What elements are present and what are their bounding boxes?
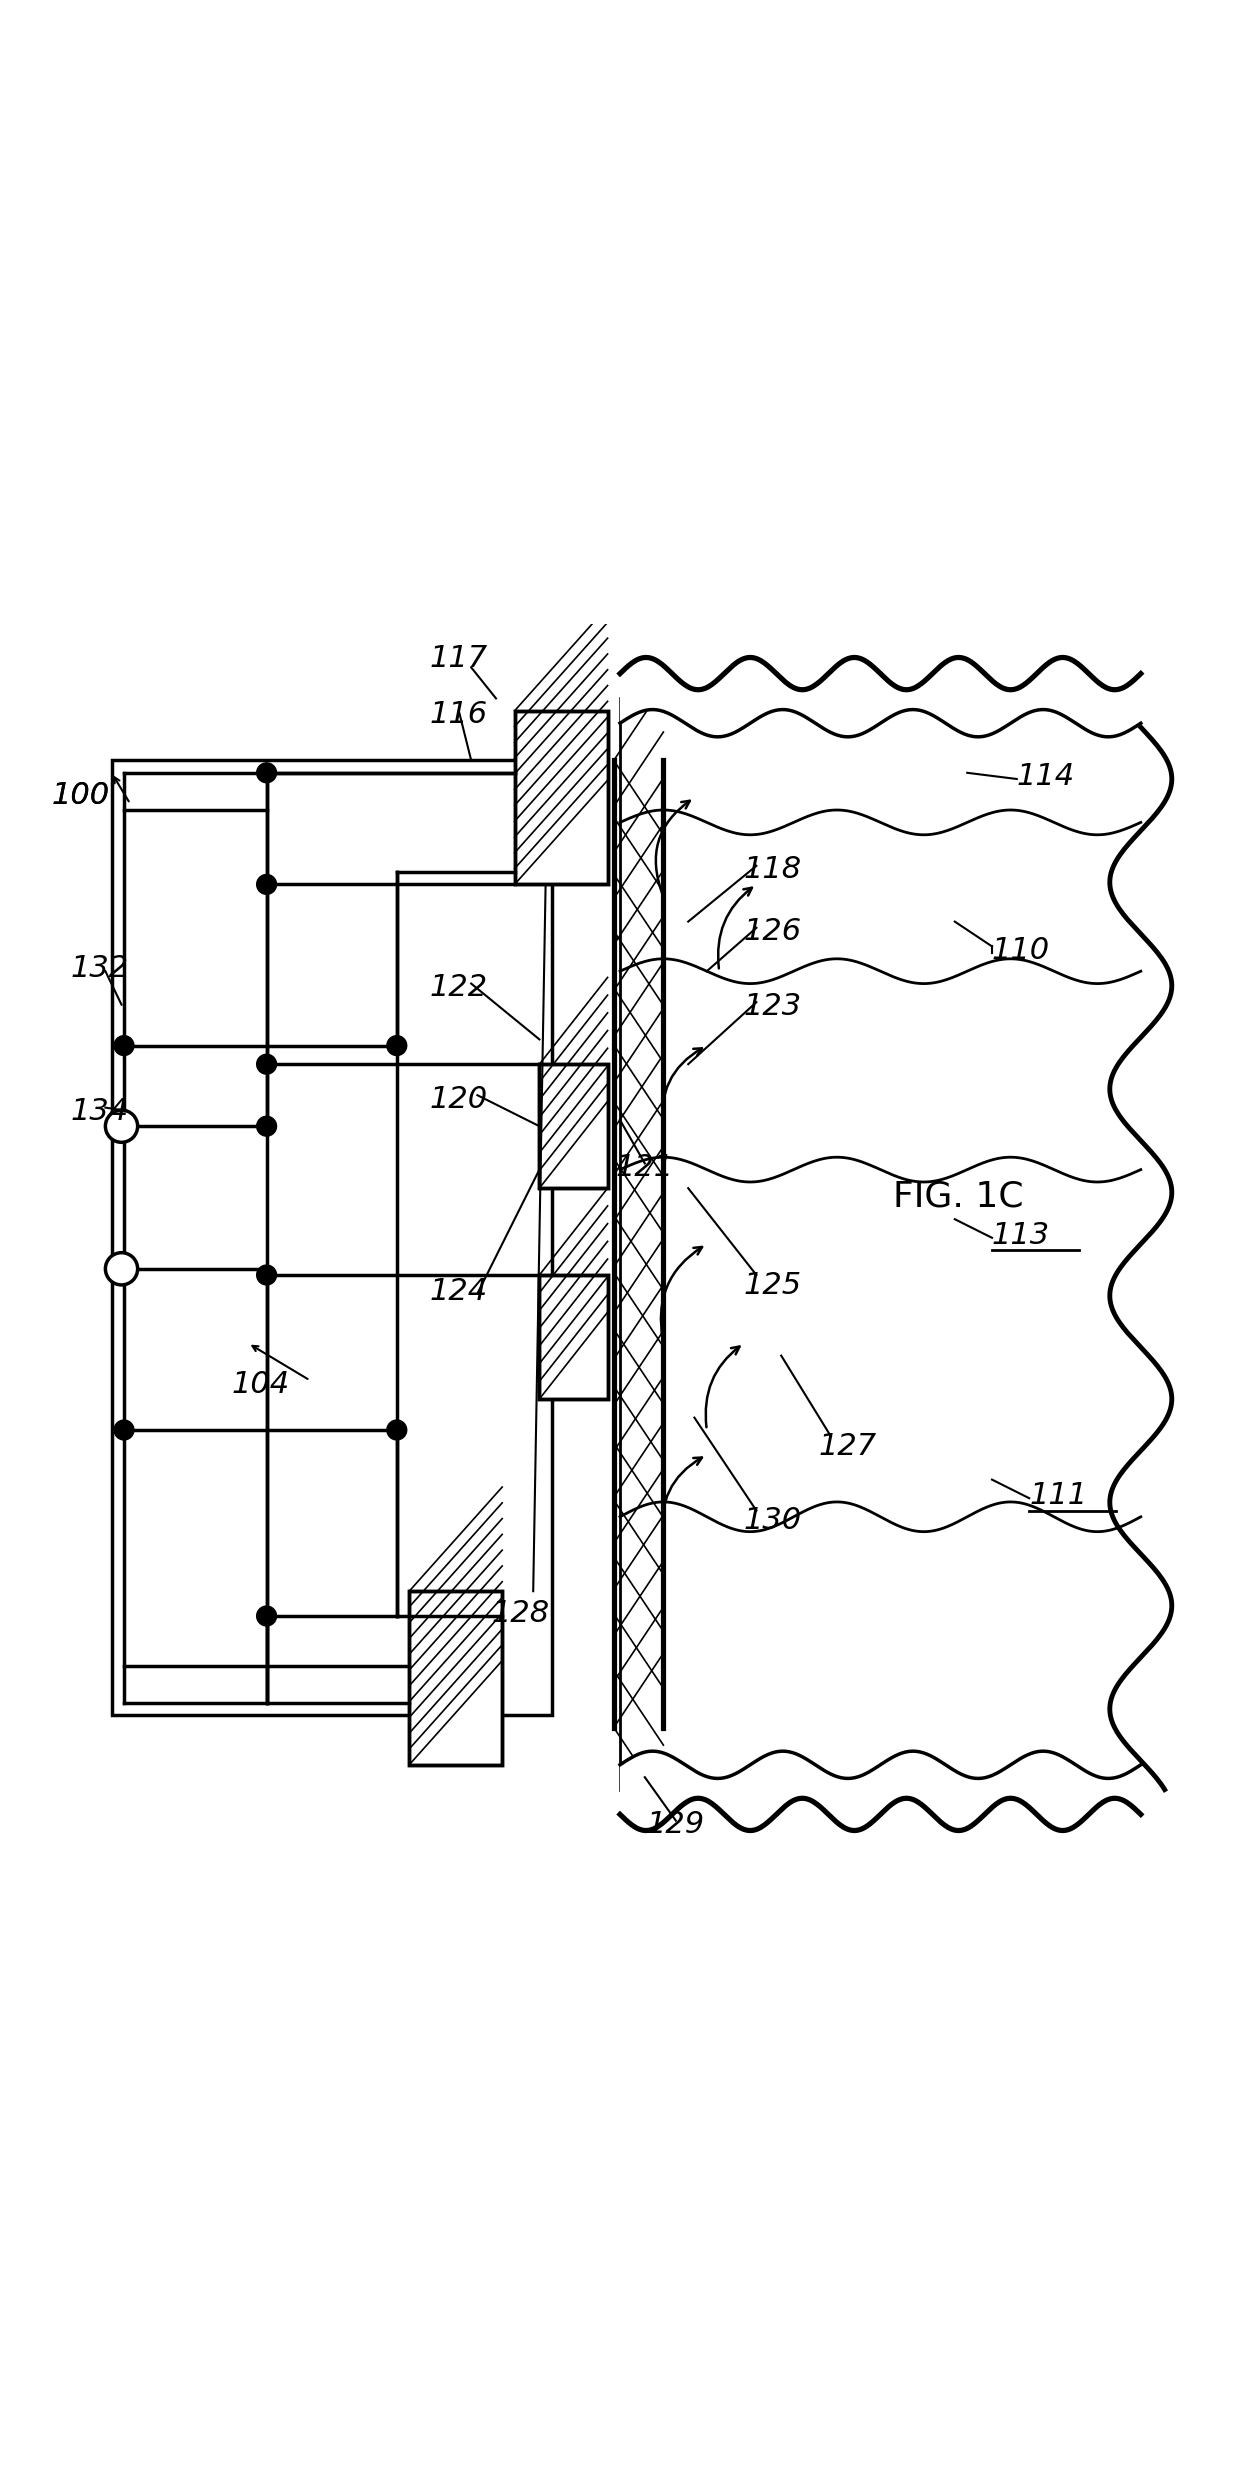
Text: 117: 117 (430, 644, 487, 674)
Circle shape (387, 1035, 407, 1055)
FancyBboxPatch shape (539, 1065, 608, 1189)
Text: 100: 100 (52, 781, 109, 809)
Text: 134: 134 (71, 1097, 128, 1127)
Text: 129: 129 (647, 1809, 704, 1839)
Text: 110: 110 (992, 935, 1050, 965)
FancyBboxPatch shape (515, 712, 608, 883)
Bar (409, 1592, 502, 1764)
Text: 125: 125 (744, 1271, 802, 1299)
Text: 120: 120 (430, 1085, 487, 1115)
Text: 123: 123 (744, 993, 802, 1020)
Text: 116: 116 (430, 699, 487, 729)
Circle shape (257, 1055, 277, 1075)
Circle shape (257, 1264, 277, 1284)
Text: 122: 122 (430, 973, 487, 1003)
Text: 121: 121 (616, 1152, 673, 1182)
Circle shape (387, 1421, 407, 1441)
Text: 126: 126 (744, 918, 802, 945)
Circle shape (114, 1421, 134, 1441)
Text: 128: 128 (492, 1600, 549, 1627)
Text: 100: 100 (52, 781, 109, 809)
Bar (515, 712, 608, 883)
Circle shape (257, 764, 277, 784)
Text: 104: 104 (232, 1371, 289, 1398)
Circle shape (257, 1607, 277, 1627)
Circle shape (114, 1035, 134, 1055)
Text: 114: 114 (1017, 761, 1075, 791)
Text: FIG. 1C: FIG. 1C (893, 1179, 1023, 1214)
Text: 132: 132 (71, 955, 128, 983)
FancyBboxPatch shape (539, 1274, 608, 1398)
Bar (539, 1065, 608, 1189)
Circle shape (105, 1251, 138, 1284)
FancyBboxPatch shape (409, 1592, 502, 1764)
Circle shape (257, 1117, 277, 1137)
Text: 124: 124 (430, 1276, 487, 1306)
Text: 111: 111 (1029, 1480, 1087, 1510)
Bar (539, 1274, 608, 1398)
Text: 130: 130 (744, 1505, 802, 1535)
Text: 113: 113 (992, 1222, 1050, 1249)
Text: 118: 118 (744, 856, 802, 883)
Circle shape (105, 1110, 138, 1142)
Text: 127: 127 (818, 1431, 877, 1460)
Circle shape (257, 873, 277, 893)
